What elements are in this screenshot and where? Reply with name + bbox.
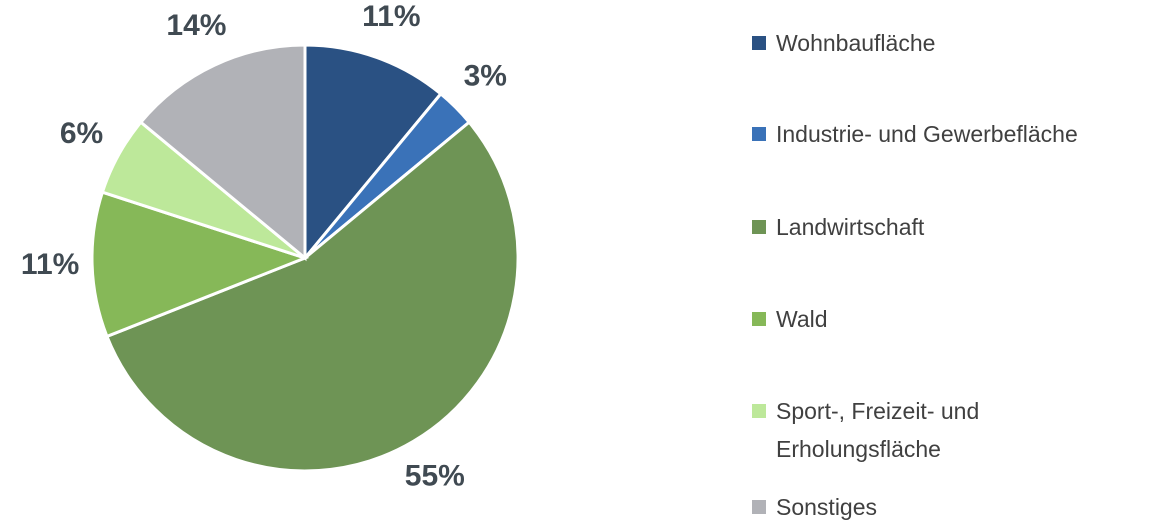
data-label: 55% xyxy=(405,459,465,492)
pie-slice xyxy=(90,190,310,339)
legend-label: Industrie- und Gewerbefläche xyxy=(776,121,1078,147)
legend-swatch xyxy=(752,220,766,234)
legend-swatch xyxy=(752,404,766,418)
pie-area: 11% 3% 55% 11% 6% 14% xyxy=(21,0,520,492)
data-label: 11% xyxy=(362,0,420,33)
legend-label: Sport-, Freizeit- und Erholungsfläche xyxy=(776,398,980,462)
legend-item: Wald xyxy=(752,300,1132,338)
legend-label: Wald xyxy=(776,306,828,332)
legend-swatch xyxy=(752,312,766,326)
legend-label: Wohnbaufläche xyxy=(776,30,936,56)
data-label: 11% xyxy=(21,248,79,281)
legend-item: Industrie- und Gewerbefläche xyxy=(752,115,1132,153)
legend-item: Landwirtschaft xyxy=(752,208,1132,246)
legend-swatch xyxy=(752,127,766,141)
pie-slice xyxy=(138,43,307,262)
legend-item: Wohnbaufläche xyxy=(752,24,1132,62)
pie-slice xyxy=(303,43,443,263)
data-label: 14% xyxy=(166,9,226,42)
pie-slice xyxy=(105,120,520,473)
legend-label: Sonstiges xyxy=(776,494,878,520)
legend-swatch xyxy=(752,500,766,514)
legend-item: Sport-, Freizeit- und Erholungsfläche xyxy=(752,392,1132,468)
data-label: 6% xyxy=(60,117,103,150)
legend-item: Sonstiges xyxy=(752,488,1132,522)
legend-swatch xyxy=(752,36,766,50)
legend-label: Landwirtschaft xyxy=(776,214,925,240)
data-label: 3% xyxy=(464,60,507,93)
